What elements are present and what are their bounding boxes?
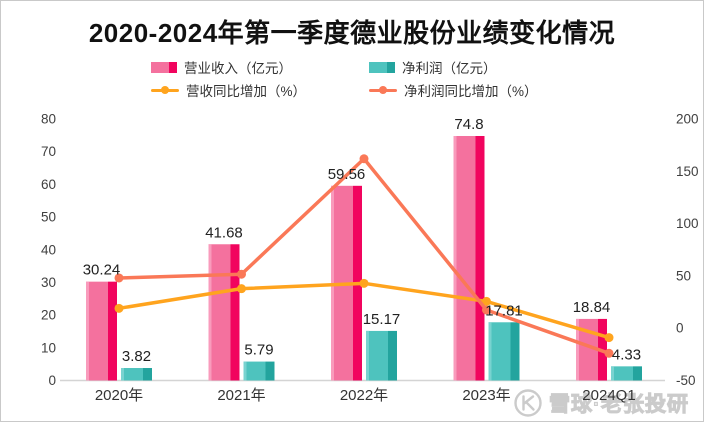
chart-title: 2020-2024年第一季度德业股份业绩变化情况 <box>88 18 616 48</box>
left-axis-tick-label: 30 <box>41 275 56 290</box>
legend-label-revenue-growth: 营收同比增加（%） <box>186 84 307 99</box>
right-axis-tick-label: 200 <box>676 112 699 127</box>
revenue-bar-shade <box>230 244 240 381</box>
left-axis-tick-label: 70 <box>41 144 56 159</box>
net-profit-bar-shade <box>265 361 275 381</box>
net-profit-growth-line-swatch-icon <box>369 85 397 96</box>
revenue-bar-highlight <box>331 185 334 381</box>
revenue-bar-shade <box>353 185 362 381</box>
left-axis-tick-label: 80 <box>41 112 56 127</box>
net-profit-bar <box>243 361 266 381</box>
right-axis-tick-label: 50 <box>676 268 691 283</box>
revenue-bar-highlight <box>208 244 212 381</box>
net-profit-bar-highlight <box>121 368 124 381</box>
net-profit-bar <box>366 330 388 381</box>
revenue-bar-highlight <box>576 318 579 381</box>
left-axis-tick-label: 40 <box>41 242 56 257</box>
net-profit-bar-highlight <box>611 366 614 381</box>
revenue-value-label: 30.24 <box>83 262 121 279</box>
revenue-growth-line-point <box>237 284 246 294</box>
net-profit-bar-shade <box>388 330 397 381</box>
revenue-bar <box>453 135 476 381</box>
net-profit-growth-line-point <box>604 348 614 358</box>
revenue-growth-line-point <box>604 333 614 343</box>
net-profit-growth-line-point <box>237 269 246 279</box>
legend-item-net-profit-growth: 净利润同比增加（%） <box>369 81 538 99</box>
legend-item-revenue-growth: 营收同比增加（%） <box>151 81 369 99</box>
revenue-bar-shade <box>108 281 117 381</box>
revenue-value-label: 59.56 <box>328 166 366 183</box>
left-axis-tick-label: 10 <box>41 340 56 355</box>
net-profit-growth-line-point <box>114 273 124 283</box>
x-axis-category-label: 2022年 <box>340 387 388 404</box>
net-profit-bar <box>488 322 511 381</box>
net-profit-bar-swatch-icon <box>369 61 395 73</box>
net-profit-growth-line-point <box>359 154 369 164</box>
x-axis-category-label: 2020年 <box>95 387 143 404</box>
legend-item-revenue: 营业收入（亿元） <box>151 58 369 76</box>
left-axis-tick-label: 60 <box>41 177 56 192</box>
x-axis-category-label: 2021年 <box>217 387 265 404</box>
net-profit-growth-line-point <box>482 305 491 315</box>
net-profit-value-label: 17.81 <box>485 302 523 319</box>
net-profit-bar-shade <box>143 368 152 381</box>
revenue-value-label: 18.84 <box>573 299 611 316</box>
net-profit-bar <box>611 366 633 381</box>
right-axis-tick-label: 100 <box>676 216 699 231</box>
revenue-bar <box>576 318 598 381</box>
watermark-text: 雪球·老张投研 <box>549 393 689 417</box>
net-profit-value-label: 4.33 <box>612 346 641 363</box>
net-profit-bar-shade <box>633 366 642 381</box>
revenue-value-label: 41.68 <box>205 224 243 241</box>
legend-label-net-profit-growth: 净利润同比增加（%） <box>404 84 538 99</box>
net-profit-bar-highlight <box>366 330 369 381</box>
right-axis-tick-label: -50 <box>676 373 696 388</box>
x-axis-category-label: 2023年 <box>462 387 510 404</box>
revenue-growth-line-point <box>359 278 369 288</box>
legend-label-net-profit: 净利润（亿元） <box>402 61 497 76</box>
right-axis-tick-label: 150 <box>676 164 699 179</box>
net-profit-value-label: 15.17 <box>363 311 401 328</box>
revenue-growth-line-swatch-icon <box>151 85 179 96</box>
revenue-bar <box>208 244 231 381</box>
left-axis-tick-label: 20 <box>41 308 56 323</box>
net-profit-value-label: 3.82 <box>122 348 151 365</box>
net-profit-bar-highlight <box>488 322 492 381</box>
revenue-bar-shade <box>598 318 607 381</box>
revenue-growth-line <box>117 281 611 340</box>
net-profit-bar-shade <box>510 322 520 381</box>
revenue-bar-highlight <box>453 135 457 381</box>
chart-legend: 营业收入（亿元） 净利润（亿元） 营收同比增加（%） 净利润同比增加（%） <box>151 58 538 99</box>
xueqiu-logo-icon <box>514 389 542 417</box>
legend-label-revenue: 营业收入（亿元） <box>184 61 292 76</box>
revenue-growth-line-point <box>114 303 124 313</box>
revenue-bar <box>86 281 108 381</box>
net-profit-growth-line <box>117 156 611 356</box>
revenue-bar-shade <box>475 135 485 381</box>
revenue-growth-line-point <box>482 296 491 306</box>
net-profit-bar <box>121 368 143 381</box>
net-profit-value-label: 5.79 <box>244 342 273 359</box>
left-axis-tick-label: 50 <box>41 210 56 225</box>
left-axis-tick-label: 0 <box>48 373 56 388</box>
watermark: 雪球·老张投研 <box>513 388 689 418</box>
revenue-bar <box>331 185 353 381</box>
legend-item-net-profit: 净利润（亿元） <box>369 58 538 76</box>
net-profit-bar-highlight <box>243 361 247 381</box>
revenue-bar-highlight <box>86 281 89 381</box>
revenue-value-label: 74.8 <box>454 116 483 133</box>
right-axis-tick-label: 0 <box>676 321 684 336</box>
revenue-bar-swatch-icon <box>151 61 177 73</box>
